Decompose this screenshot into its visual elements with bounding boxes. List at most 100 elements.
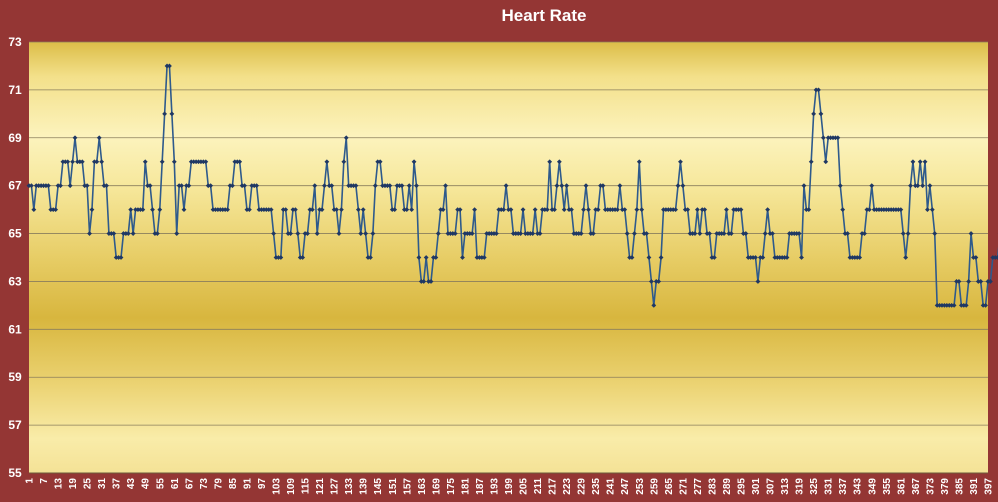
data-point	[169, 111, 175, 117]
x-axis: 1 7 13 19 25 31 37 43 49 55 61 67 73 79 85 91 97 103 109 11…	[25, 472, 995, 495]
data-point	[622, 207, 628, 213]
data-point	[164, 63, 170, 69]
data-point	[154, 231, 160, 236]
data-point	[101, 183, 107, 189]
y-tick-label: 69	[8, 131, 22, 145]
data-point	[745, 255, 751, 260]
data-point	[343, 135, 349, 141]
data-point	[121, 231, 126, 236]
data-point	[680, 183, 686, 189]
data-point	[789, 231, 795, 236]
data-point	[908, 183, 913, 189]
data-point	[96, 135, 102, 141]
x-tick-label: 181	[460, 478, 471, 495]
data-point	[162, 111, 168, 117]
data-point	[351, 183, 356, 189]
x-tick-label: 157	[402, 478, 413, 495]
data-point	[271, 231, 276, 236]
data-point	[711, 255, 717, 260]
x-tick-label: 337	[838, 478, 849, 495]
data-point	[922, 159, 928, 165]
x-tick-label: 25	[83, 478, 94, 490]
x-tick-label: 283	[707, 478, 718, 495]
data-point	[818, 111, 824, 117]
data-point	[767, 231, 773, 236]
data-point	[980, 302, 986, 308]
data-point	[385, 183, 390, 189]
data-point	[968, 231, 974, 236]
data-point	[43, 183, 49, 189]
data-point	[278, 255, 284, 260]
data-point	[900, 231, 906, 236]
data-point	[75, 159, 80, 165]
x-tick-label: 121	[315, 478, 326, 495]
data-point	[813, 87, 819, 93]
data-point	[944, 302, 950, 308]
data-point	[401, 207, 407, 213]
data-point	[624, 231, 630, 236]
data-point	[707, 231, 712, 236]
data-point	[91, 159, 97, 165]
data-point	[520, 207, 526, 213]
x-tick-label: 109	[286, 478, 297, 495]
data-point	[440, 207, 446, 213]
data-point	[857, 255, 863, 260]
data-point	[82, 183, 88, 189]
data-point	[772, 255, 778, 260]
data-point	[411, 159, 417, 165]
data-point	[549, 207, 555, 213]
data-point	[370, 231, 376, 236]
data-point	[215, 207, 221, 213]
data-point	[636, 159, 642, 165]
data-point	[973, 255, 979, 260]
data-point	[208, 183, 214, 189]
data-point	[290, 207, 296, 213]
data-point	[53, 207, 59, 213]
data-point	[757, 255, 763, 260]
data-point	[770, 231, 775, 236]
data-point	[99, 159, 105, 165]
data-point	[418, 279, 424, 284]
data-point	[673, 207, 678, 213]
data-point	[799, 255, 804, 260]
data-point	[36, 183, 42, 189]
data-point	[503, 183, 509, 189]
data-point	[615, 207, 620, 213]
data-point	[571, 231, 577, 236]
data-point	[869, 183, 875, 189]
data-point	[324, 159, 330, 165]
data-point	[389, 207, 395, 213]
data-point	[179, 183, 184, 189]
data-point	[779, 255, 785, 260]
data-point	[641, 231, 647, 236]
data-point	[457, 207, 463, 213]
data-point	[220, 207, 226, 213]
data-point	[394, 183, 400, 189]
data-point	[966, 279, 972, 284]
data-point	[159, 159, 165, 165]
data-point	[668, 207, 674, 213]
data-point	[600, 183, 606, 189]
data-point	[375, 159, 381, 165]
x-tick-label: 199	[504, 478, 515, 495]
data-point	[714, 231, 720, 236]
data-point	[472, 207, 477, 213]
data-point	[518, 231, 524, 236]
data-point	[956, 279, 962, 284]
data-point	[29, 183, 34, 189]
data-point	[651, 302, 657, 308]
data-point	[736, 207, 741, 213]
data-point	[728, 231, 734, 236]
data-point	[510, 231, 516, 236]
data-point	[176, 183, 182, 189]
data-point	[849, 255, 855, 260]
data-point	[234, 159, 240, 165]
data-point	[990, 255, 996, 260]
gridlines	[29, 41, 988, 474]
data-point	[927, 183, 933, 189]
data-point	[573, 231, 579, 236]
x-tick-label: 241	[606, 478, 617, 495]
data-point	[302, 231, 308, 236]
data-point	[958, 302, 964, 308]
data-point	[259, 207, 264, 213]
